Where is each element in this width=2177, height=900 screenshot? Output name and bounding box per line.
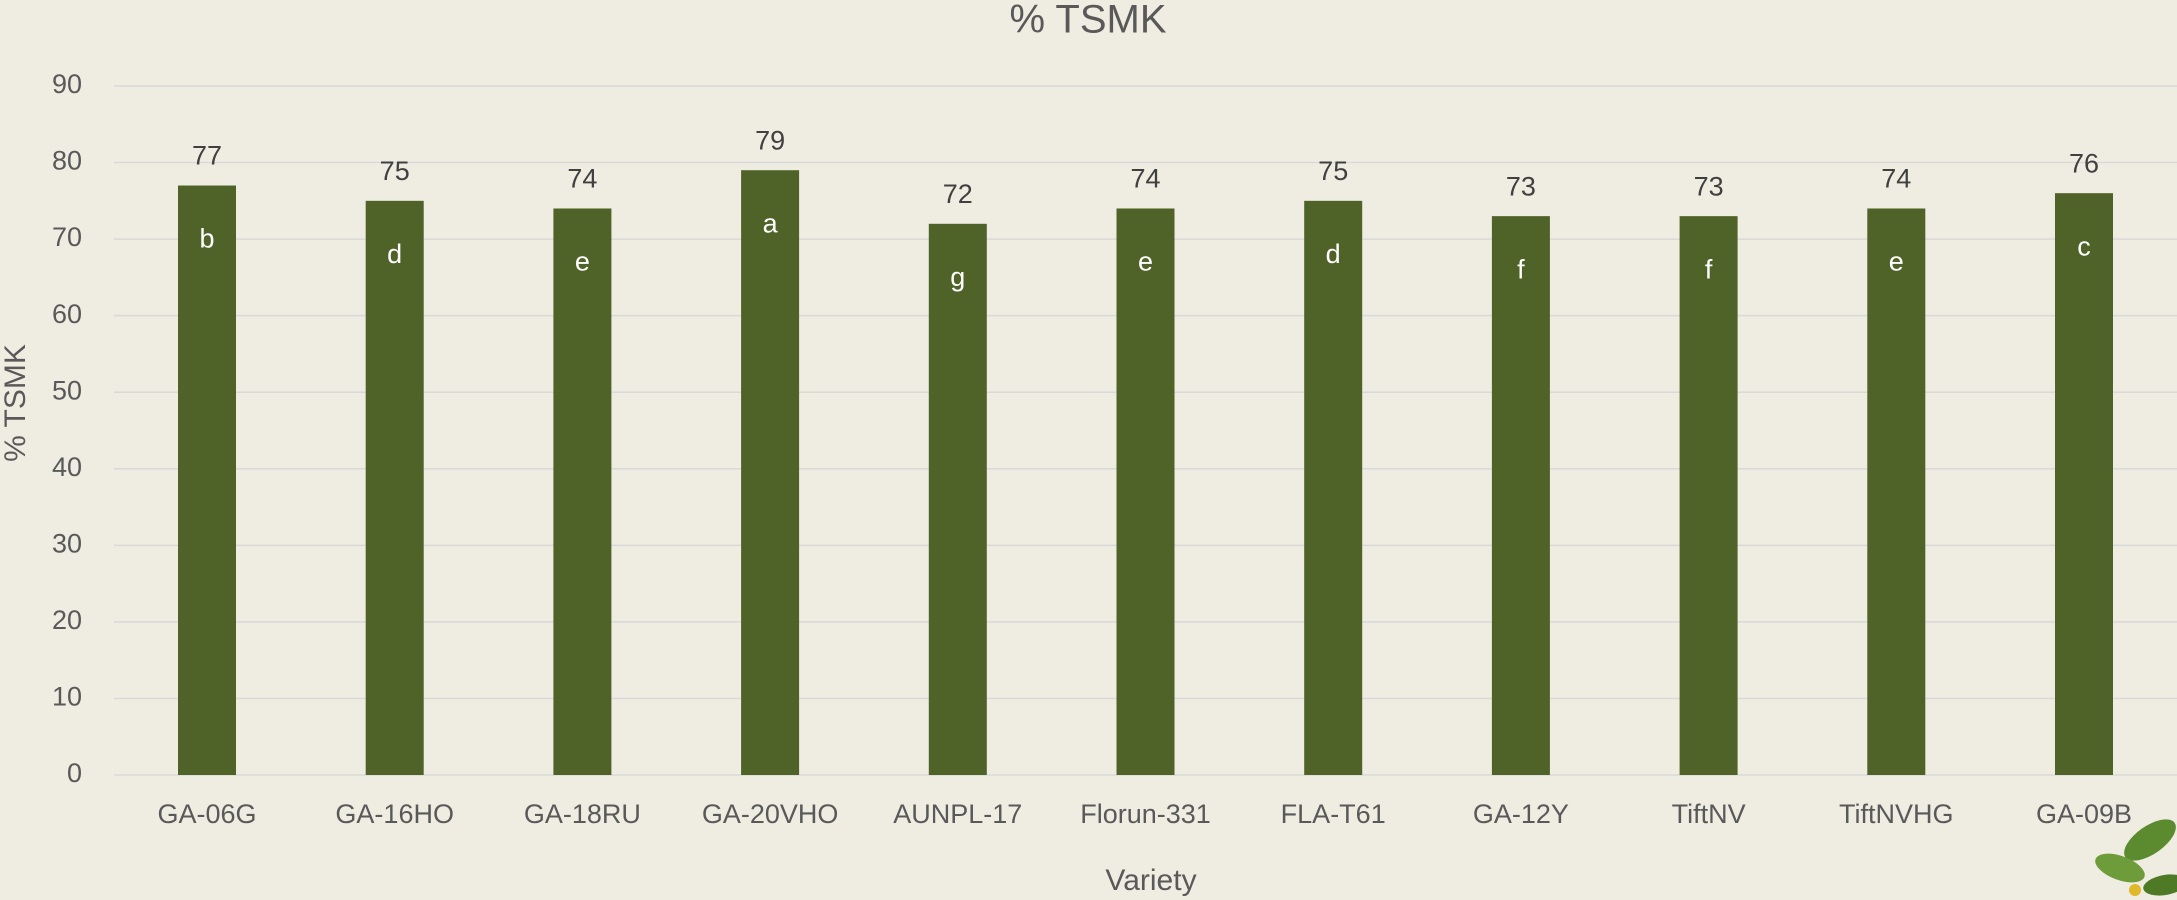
x-tick-label: GA-16HO: [335, 799, 454, 829]
value-label: 72: [943, 179, 973, 209]
value-label: 73: [1694, 171, 1724, 201]
value-label: 75: [380, 156, 410, 186]
x-tick-label: GA-18RU: [524, 799, 641, 829]
x-tick-label: AUNPL-17: [893, 799, 1022, 829]
y-tick-label: 0: [67, 758, 82, 788]
chart-title: % TSMK: [1009, 0, 1166, 42]
x-tick-label: GA-20VHO: [702, 799, 839, 829]
bar: [1117, 208, 1175, 775]
y-tick-label: 90: [52, 69, 82, 99]
significance-letter: a: [763, 208, 779, 238]
value-label: 73: [1506, 171, 1536, 201]
value-label: 74: [1881, 164, 1911, 194]
x-tick-label: GA-12Y: [1473, 799, 1569, 829]
value-label: 79: [755, 125, 785, 155]
value-label: 77: [192, 141, 222, 171]
significance-letter: c: [2077, 231, 2091, 261]
x-tick-label: TiftNVHG: [1839, 799, 1954, 829]
bar: [929, 224, 987, 775]
bar: [741, 170, 799, 775]
value-label: 76: [2069, 148, 2099, 178]
bar: [1304, 201, 1362, 775]
y-tick-label: 10: [52, 682, 82, 712]
value-label: 74: [567, 164, 597, 194]
significance-letter: g: [950, 262, 965, 292]
bar: [1680, 216, 1738, 775]
value-label: 74: [1130, 164, 1160, 194]
x-tick-label: GA-06G: [157, 799, 256, 829]
x-tick-label: GA-09B: [2036, 799, 2132, 829]
bar: [1492, 216, 1550, 775]
x-tick-label: TiftNV: [1672, 799, 1746, 829]
x-axis-label: Variety: [1105, 864, 1196, 897]
significance-letter: d: [1326, 239, 1341, 269]
significance-letter: d: [387, 239, 402, 269]
y-tick-label: 60: [52, 299, 82, 329]
y-tick-label: 20: [52, 605, 82, 635]
bar: [178, 186, 236, 775]
y-axis-label: % TSMK: [0, 344, 32, 462]
significance-letter: b: [199, 224, 214, 254]
bar: [366, 201, 424, 775]
bar: [2055, 193, 2113, 775]
significance-letter: f: [1517, 254, 1525, 284]
bar: [1867, 208, 1925, 775]
x-tick-label: FLA-T61: [1281, 799, 1386, 829]
y-tick-label: 50: [52, 375, 82, 405]
x-tick-label: Florun-331: [1080, 799, 1211, 829]
y-tick-label: 80: [52, 146, 82, 176]
y-tick-label: 70: [52, 222, 82, 252]
value-label: 75: [1318, 156, 1348, 186]
significance-letter: e: [1889, 247, 1904, 277]
y-tick-label: 40: [52, 452, 82, 482]
plot-area: 0 10 20 30 40 50 60 70 80 90 GA-06G 77 b GA-16HO 75 d GA…: [52, 69, 2177, 829]
significance-letter: f: [1705, 254, 1713, 284]
y-tick-label: 30: [52, 528, 82, 558]
significance-letter: e: [1138, 247, 1153, 277]
chart: % TSMK Variety % TSMK 0 10 20 30 40 50 60 70 80 9…: [0, 0, 2177, 900]
significance-letter: e: [575, 247, 590, 277]
bar: [553, 208, 611, 775]
